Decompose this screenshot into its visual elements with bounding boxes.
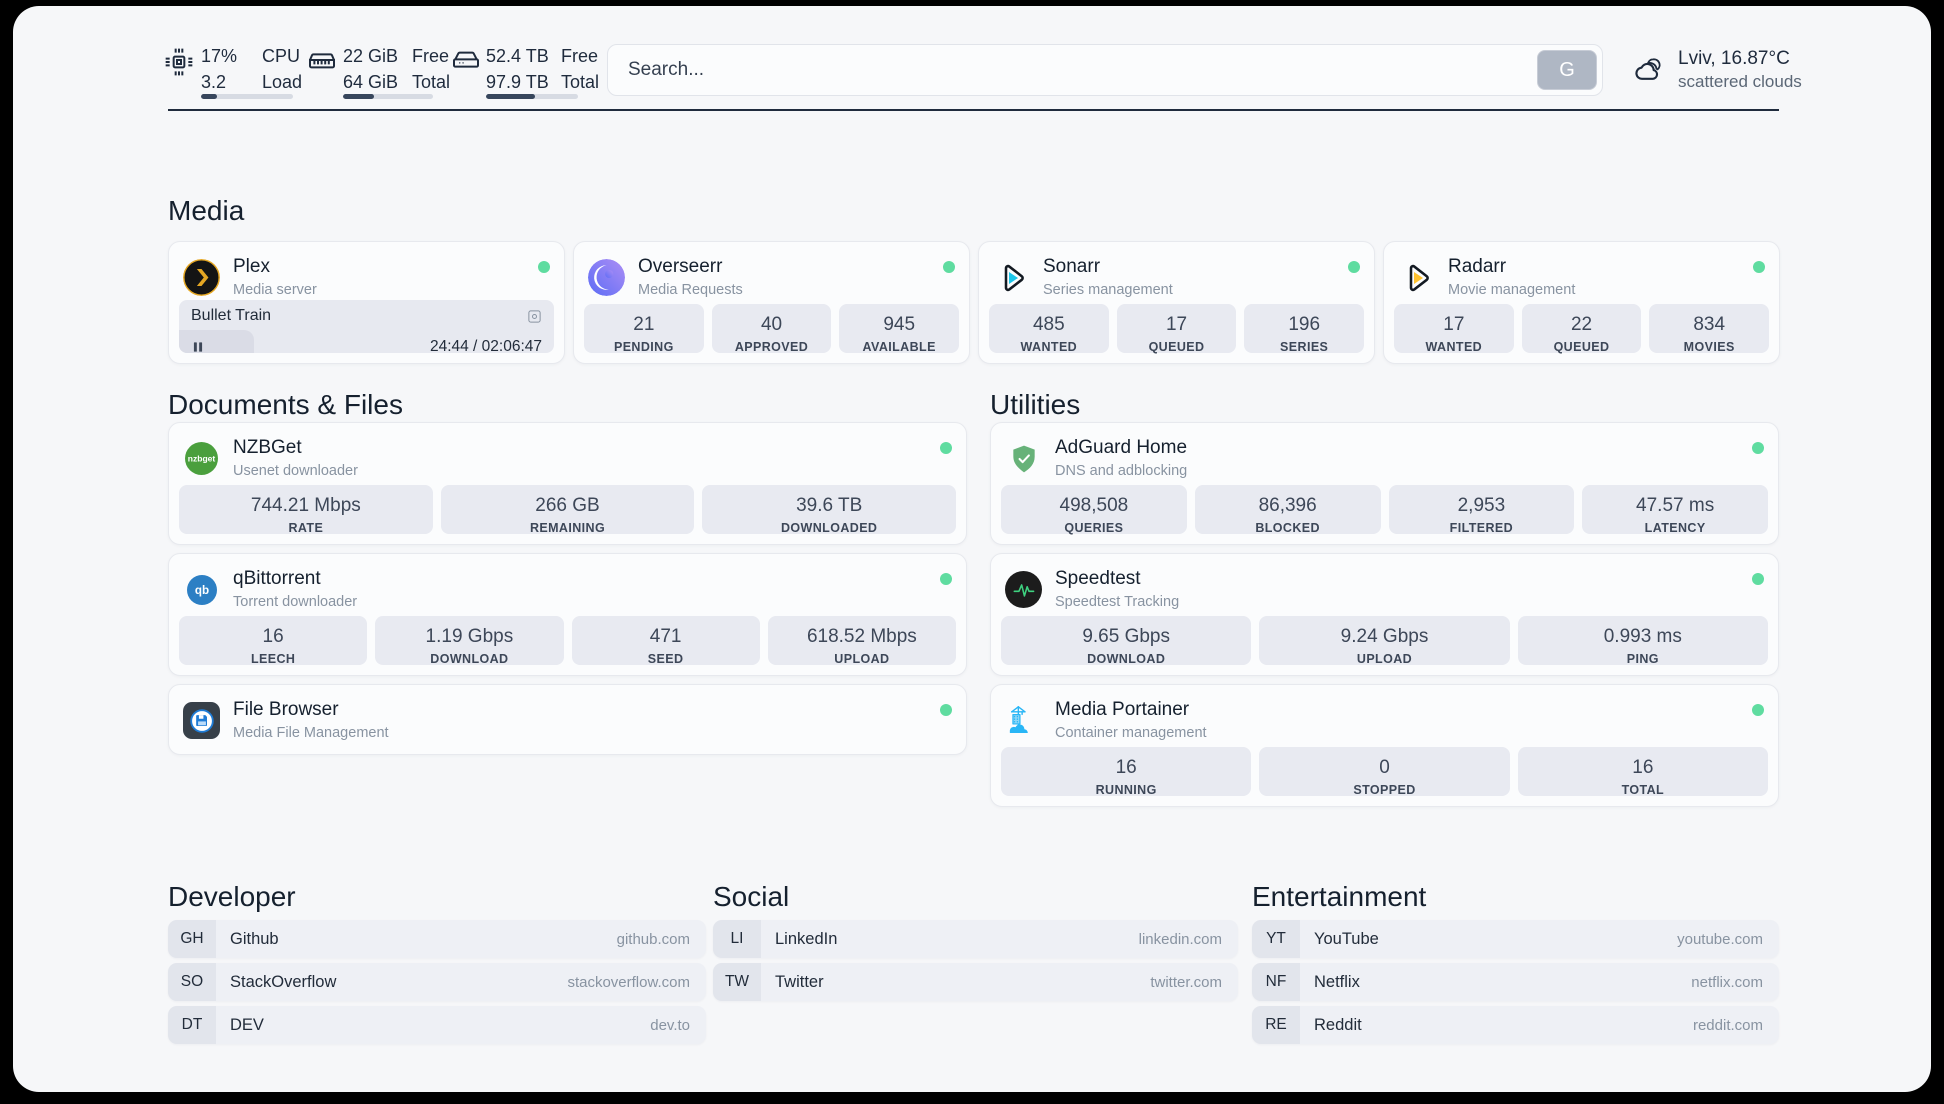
svg-text:qb: qb [194,584,208,597]
svg-text:nzbget: nzbget [188,454,216,464]
